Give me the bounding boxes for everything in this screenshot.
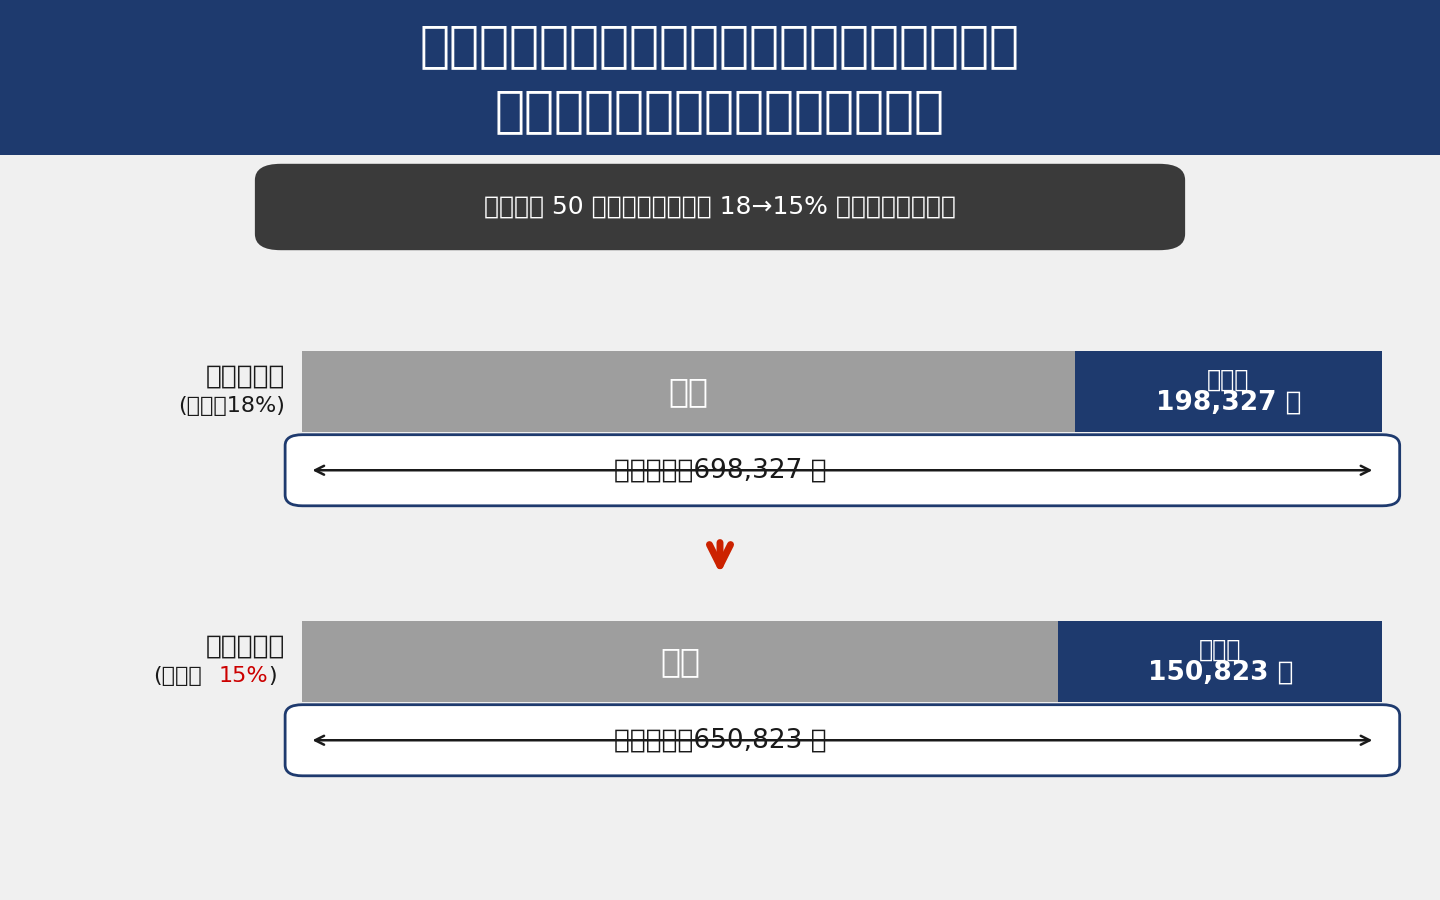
Bar	[0, 0, 1440, 155]
Text: 総支払額：650,823 円: 総支払額：650,823 円	[613, 727, 827, 753]
FancyBboxPatch shape	[285, 705, 1400, 776]
Text: 15%: 15%	[219, 666, 268, 686]
Text: 元金: 元金	[661, 645, 700, 678]
Text: 金利の低い金融機関に借り換えをすることで: 金利の低い金融機関に借り換えをすることで	[420, 22, 1020, 70]
Text: ): )	[268, 666, 276, 686]
Text: 利息額: 利息額	[1200, 638, 1241, 662]
Bar	[1074, 351, 1382, 432]
Text: (金利：18%): (金利：18%)	[179, 396, 285, 416]
Text: 元金: 元金	[668, 375, 708, 408]
Text: 198,327 円: 198,327 円	[1156, 390, 1302, 416]
Text: 今後の利息を抑えることができる: 今後の利息を抑えることができる	[495, 87, 945, 136]
Text: 総支払額：698,327 円: 総支払額：698,327 円	[613, 457, 827, 483]
Text: 150,823 円: 150,823 円	[1148, 660, 1293, 686]
FancyBboxPatch shape	[285, 435, 1400, 506]
Text: (金利：: (金利：	[153, 666, 202, 686]
Text: 借り換え前: 借り換え前	[206, 364, 285, 390]
FancyBboxPatch shape	[255, 164, 1185, 250]
Bar	[1058, 621, 1382, 702]
Text: 利息額: 利息額	[1207, 368, 1250, 392]
Bar	[302, 621, 1058, 702]
Text: 借り換え後: 借り換え後	[206, 634, 285, 660]
Text: 借入残高 50 万円の借金を金利 18→15% で借り換えた場合: 借入残高 50 万円の借金を金利 18→15% で借り換えた場合	[484, 195, 956, 219]
Bar	[302, 351, 1074, 432]
